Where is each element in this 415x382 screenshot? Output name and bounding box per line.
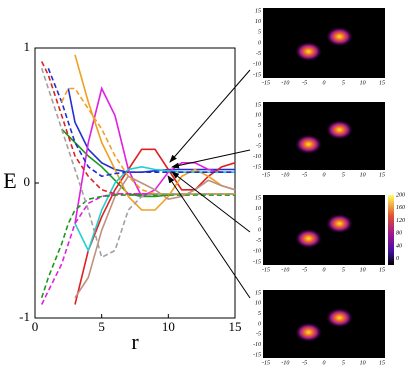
- series-line: [60, 87, 235, 195]
- x-tick-label: -5: [302, 172, 307, 178]
- x-tick-label: -15: [262, 360, 270, 366]
- colorbar-tick-label: 200: [396, 192, 405, 198]
- y-tick-label: -15: [253, 352, 261, 358]
- x-tick-label: -10: [281, 360, 289, 366]
- colorbar-tick-label: 120: [396, 218, 405, 224]
- density-blob: [325, 213, 354, 234]
- heatmap-image: [263, 290, 385, 358]
- x-tick-label: -5: [302, 267, 307, 273]
- y-tick-label: 10: [255, 113, 261, 119]
- heatmap-image: [263, 195, 385, 265]
- series-line: [40, 68, 235, 259]
- x-tick-label: 10: [162, 319, 175, 334]
- x-tick-label: -15: [262, 172, 270, 178]
- y-tick-label: -15: [253, 72, 261, 78]
- x-tick-label: 10: [360, 267, 366, 273]
- x-tick-label: 15: [379, 80, 385, 86]
- series-line: [40, 193, 235, 305]
- colorbar-tick-label: 40: [396, 242, 402, 249]
- x-tick-label: 0: [32, 319, 39, 334]
- colorbar-tick-label: 160: [396, 205, 405, 211]
- x-tick-label: 0: [323, 80, 326, 86]
- series-line: [74, 165, 235, 253]
- density-blob: [294, 228, 323, 249]
- density-blob: [325, 307, 354, 328]
- y-tick-label: 10: [255, 19, 261, 25]
- series-line: [40, 194, 235, 299]
- x-tick-label: 10: [360, 80, 366, 86]
- y-tick-label: 5: [258, 217, 261, 223]
- y-tick-label: 0: [258, 133, 261, 139]
- x-tick-label: 10: [360, 172, 366, 178]
- colorbar-tick-label: 80: [396, 231, 402, 237]
- x-tick-label: 5: [98, 319, 105, 334]
- y-tick-label: -10: [253, 342, 261, 348]
- x-tick-label: 10: [360, 360, 366, 366]
- x-tick-label: 5: [342, 80, 345, 86]
- y-axis-label: E: [3, 168, 16, 193]
- y-tick-label: 0: [258, 40, 261, 46]
- x-tick-label: 0: [323, 267, 326, 273]
- heatmap-image: [263, 102, 385, 170]
- y-tick-label: 5: [258, 30, 261, 36]
- y-tick-label: -10: [253, 249, 261, 255]
- density-blob: [325, 119, 354, 140]
- y-tick-label: 5: [258, 123, 261, 129]
- y-tick-label: -5: [256, 144, 261, 150]
- y-tick-label: -15: [253, 164, 261, 170]
- heatmap-image: [263, 8, 385, 78]
- density-blob: [325, 26, 354, 47]
- series-line: [47, 68, 235, 178]
- y-tick-label: 1: [24, 39, 31, 54]
- x-tick-label: 0: [323, 172, 326, 178]
- x-tick-label: 5: [342, 172, 345, 178]
- density-blob: [294, 134, 323, 155]
- x-tick-label: -15: [262, 267, 270, 273]
- y-tick-label: 0: [258, 321, 261, 327]
- arrows: [167, 69, 251, 299]
- y-tick-label: 15: [255, 290, 261, 296]
- x-tick-label: -10: [281, 267, 289, 273]
- y-tick-label: -5: [256, 238, 261, 244]
- x-tick-label: 5: [342, 267, 345, 273]
- x-tick-label: -10: [281, 172, 289, 178]
- series-line: [74, 175, 236, 299]
- y-tick-label: -15: [253, 259, 261, 265]
- y-tick-label: -10: [253, 154, 261, 160]
- series-line: [74, 86, 235, 224]
- x-tick-label: -15: [262, 80, 270, 86]
- y-tick-label: 10: [255, 301, 261, 307]
- y-tick-label: -1: [19, 309, 30, 324]
- x-axis-label: r: [131, 329, 139, 354]
- y-tick-label: -10: [253, 62, 261, 68]
- colorbar: [388, 195, 394, 265]
- y-tick-label: -5: [256, 332, 261, 338]
- y-tick-label: 10: [255, 206, 261, 212]
- density-blob: [294, 322, 323, 343]
- y-tick-label: 15: [255, 8, 261, 14]
- density-blob: [294, 41, 323, 62]
- series-line: [74, 54, 236, 211]
- y-tick-label: 0: [258, 227, 261, 233]
- x-tick-label: 15: [379, 360, 385, 366]
- y-tick-label: 15: [255, 102, 261, 108]
- y-tick-label: 5: [258, 311, 261, 317]
- x-tick-label: 15: [229, 319, 242, 334]
- x-tick-label: -5: [302, 360, 307, 366]
- y-tick-label: 15: [255, 195, 261, 201]
- y-tick-label: -5: [256, 51, 261, 57]
- x-tick-label: 5: [342, 360, 345, 366]
- x-tick-label: 0: [323, 360, 326, 366]
- series-line: [40, 61, 235, 195]
- x-tick-label: 15: [379, 267, 385, 273]
- y-tick-label: 0: [24, 174, 31, 189]
- x-tick-label: -5: [302, 80, 307, 86]
- x-tick-label: 15: [379, 172, 385, 178]
- colorbar-tick-label: 0: [396, 256, 399, 262]
- x-tick-label: -10: [281, 80, 289, 86]
